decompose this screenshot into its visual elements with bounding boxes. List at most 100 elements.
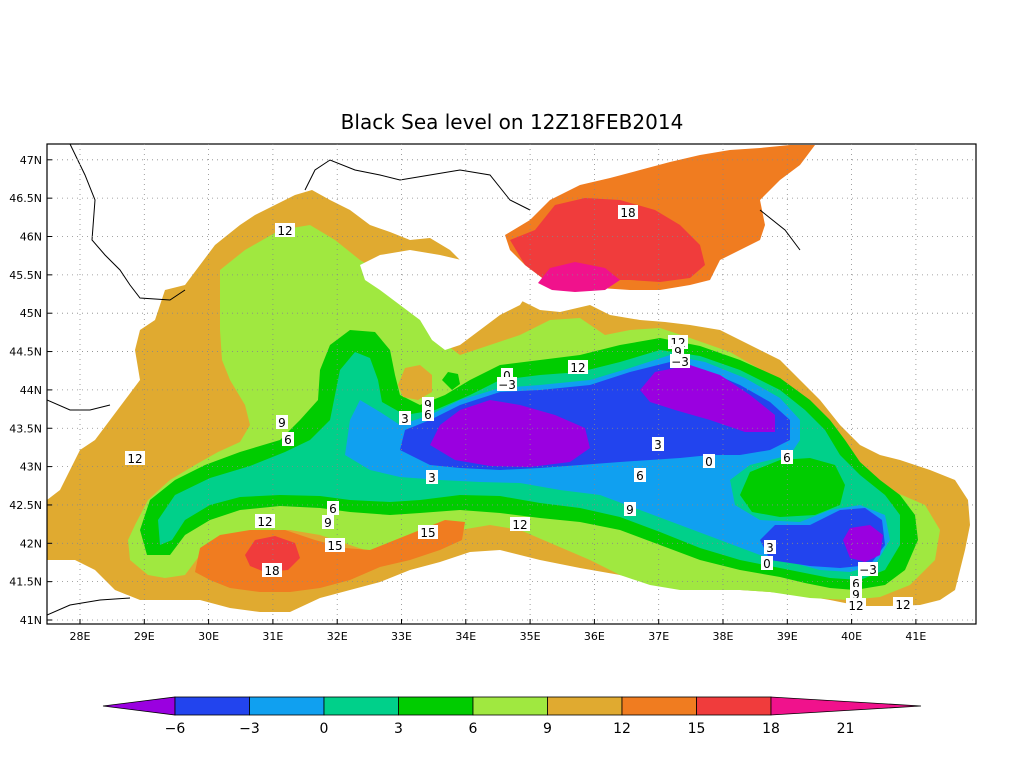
contour-label: 12 [125, 451, 145, 466]
colorbar-segment [547, 696, 623, 716]
contour-label-text: 18 [620, 206, 635, 220]
contour-label: 0 [703, 454, 715, 469]
contour-label-text: −3 [859, 563, 877, 577]
lon-tick-label: 29E [134, 630, 155, 643]
contour-band-12-15-blob [398, 365, 432, 400]
map-title: Black Sea level on 12Z18FEB2014 [340, 110, 684, 134]
contour-band-neg6-neg3-north [640, 365, 775, 432]
contour-label-text: 9 [278, 416, 286, 430]
contour-label-text: 9 [324, 516, 332, 530]
contour-label-bg [282, 432, 294, 446]
lat-tick-label: 46.5N [9, 192, 42, 205]
colorbar-low-arrow [102, 696, 176, 716]
contour-label: 9 [850, 587, 862, 602]
contour-label-text: 15 [420, 526, 435, 540]
colorbar-label: 6 [469, 721, 478, 737]
lat-tick-label: 42N [20, 537, 42, 550]
contour-label: 6 [634, 468, 646, 483]
colorbar-segment [696, 696, 772, 716]
lat-tick-label: 42.5N [9, 499, 42, 512]
contour-label-text: 12 [127, 452, 142, 466]
contour-label-text: 6 [424, 408, 432, 422]
contour-label-bg [322, 515, 334, 529]
contour-label-text: 12 [277, 224, 292, 238]
contour-label-bg [325, 538, 345, 552]
lon-tick-label: 30E [198, 630, 219, 643]
contour-label-bg [761, 556, 773, 570]
contour-label: 6 [781, 450, 793, 465]
lon-tick-label: 41E [905, 630, 926, 643]
lon-tick-label: 28E [70, 630, 91, 643]
colorbar-label: −6 [165, 721, 186, 737]
contour-label: 6 [327, 501, 339, 516]
graticule [47, 144, 976, 624]
contour-label-text: 9 [674, 345, 682, 359]
colorbar-label: 12 [613, 721, 631, 737]
contour-label: 12 [255, 514, 275, 529]
contour-label-bg [670, 354, 690, 368]
lon-tick-label: 36E [584, 630, 605, 643]
contour-label-bg [893, 597, 913, 611]
contour-label-text: 3 [766, 541, 774, 555]
contour-label: 3 [764, 540, 776, 555]
contour-label-text: 0 [705, 455, 713, 469]
contour-label-bg [426, 470, 438, 484]
contour-label-bg [652, 437, 664, 451]
contour-label-text: 6 [636, 469, 644, 483]
contour-label-text: 12 [570, 361, 585, 375]
contour-label-bg [510, 517, 530, 531]
contour-label: 12 [893, 597, 913, 612]
contour-label-text: 3 [401, 412, 409, 426]
bulgaria-border [47, 399, 111, 411]
colorbar-label: −3 [239, 721, 260, 737]
lon-tick-label: 33E [391, 630, 412, 643]
contour-label-text: 6 [852, 577, 860, 591]
contour-label-bg [422, 407, 434, 421]
colorbar-label: 3 [394, 721, 403, 737]
turkey-coast [47, 597, 131, 616]
contour-label: 9 [322, 515, 334, 530]
lat-tick-label: 43N [20, 461, 42, 474]
contour-label-bg [399, 411, 411, 425]
contour-label-bg [634, 468, 646, 482]
north-coast [304, 159, 531, 211]
lon-tick-label: 35E [520, 630, 541, 643]
contour-label: 15 [325, 538, 345, 553]
colorbar-label: 21 [837, 721, 855, 737]
contour-label-bg [624, 502, 636, 516]
lon-tick-label: 37E [648, 630, 669, 643]
colorbar-segment [174, 696, 250, 716]
contour-label: 15 [418, 525, 438, 540]
contour-label-text: 12 [257, 515, 272, 529]
contour-label-text: 6 [783, 451, 791, 465]
contour-label-text: 3 [654, 438, 662, 452]
contour-label-bg [858, 562, 878, 576]
contour-label: 18 [262, 563, 282, 578]
colorbar-label: 18 [762, 721, 780, 737]
contour-label-text: 12 [512, 518, 527, 532]
colorbar-segment [398, 696, 474, 716]
contour-label-text: 6 [284, 433, 292, 447]
lat-tick-label: 47N [20, 154, 42, 167]
lon-tick-label: 40E [841, 630, 862, 643]
contour-label: 9 [624, 502, 636, 517]
colorbar-segment [249, 696, 325, 716]
contour-label-text: 18 [264, 564, 279, 578]
lat-tick-label: 44N [20, 384, 42, 397]
colorbar-label: 0 [320, 721, 329, 737]
colorbar-segment [472, 696, 548, 716]
contour-label: 3 [426, 470, 438, 485]
contour-label-bg [275, 223, 295, 237]
contour-band-6-9-interior [740, 458, 845, 517]
colorbar-label: 15 [688, 721, 706, 737]
lat-tick-label: 45N [20, 307, 42, 320]
caucasus-coast [759, 209, 801, 251]
contour-label: 3 [399, 411, 411, 426]
lat-tick-label: 41N [20, 614, 42, 627]
contour-label-bg [846, 598, 866, 612]
contour-label: 6 [422, 407, 434, 422]
contour-label-text: −3 [671, 355, 689, 369]
contour-label-bg [262, 563, 282, 577]
contour-label: 12 [568, 360, 588, 375]
contour-label-bg [703, 454, 715, 468]
